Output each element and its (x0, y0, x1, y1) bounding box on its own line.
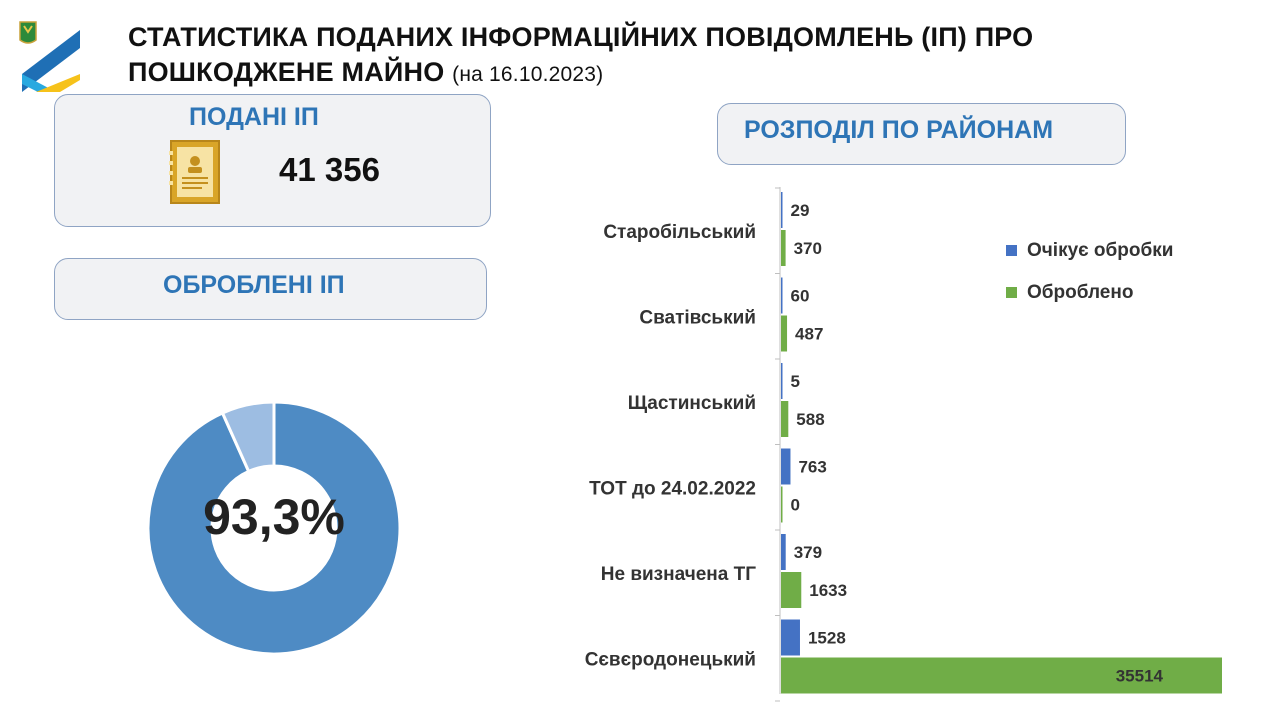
processed-panel: ОБРОБЛЕНІ ІП (54, 258, 487, 320)
title-line-1: СТАТИСТИКА ПОДАНИХ ІНФОРМАЦІЙНИХ ПОВІДОМ… (128, 22, 1034, 52)
title-line-2: ПОШКОДЖЕНЕ МАЙНО (на 16.10.2023) (128, 55, 1128, 92)
districts-panel: РОЗПОДІЛ ПО РАЙОНАМ (717, 103, 1126, 165)
processed-donut-chart (146, 400, 402, 656)
legend-swatch-pending (1006, 245, 1017, 256)
legend-label-pending: Очікує обробки (1027, 239, 1174, 261)
bar-value-label: 370 (794, 239, 822, 258)
category-label: Сватівський (639, 308, 756, 329)
document-icon (169, 139, 221, 205)
bar-value-label: 1633 (809, 581, 847, 600)
bar-pending (781, 534, 786, 570)
title-line-2-text: ПОШКОДЖЕНЕ МАЙНО (128, 57, 445, 87)
category-label: Старобільський (603, 222, 756, 243)
submitted-heading: ПОДАНІ ІП (189, 103, 319, 131)
bar-value-label: 60 (791, 287, 810, 306)
chart-legend: Очікує обробки Оброблено (1006, 240, 1173, 324)
bar-pending (781, 448, 791, 485)
category-label: Щастинський (628, 393, 756, 414)
bar-processed (781, 486, 783, 523)
bar-value-label: 379 (794, 543, 822, 562)
bar-pending (781, 192, 783, 228)
bar-value-label: 588 (796, 410, 824, 429)
submitted-total: 41 356 (279, 151, 380, 188)
bar-value-label: 487 (795, 325, 823, 344)
page-title: СТАТИСТИКА ПОДАНИХ ІНФОРМАЦІЙНИХ ПОВІДОМ… (128, 20, 1128, 92)
bar-processed (781, 315, 788, 352)
bar-value-label: 1528 (808, 629, 846, 648)
bar-pending (781, 277, 783, 314)
districts-bar-chart: Старобільський 29 370 Сватівський 60 487 Щасти… (585, 187, 1222, 702)
bar-processed (781, 230, 786, 266)
legend-swatch-processed (1006, 287, 1017, 298)
report-date: (на 16.10.2023) (452, 63, 604, 86)
donut-slice-0 (146, 400, 402, 656)
districts-heading: РОЗПОДІЛ ПО РАЙОНАМ (744, 116, 1054, 144)
bar-value-label: 29 (791, 201, 810, 220)
processed-heading: ОБРОБЛЕНІ ІП (163, 271, 345, 299)
category-label: Сєвєродонецький (585, 650, 756, 671)
bar-pending (781, 363, 783, 399)
category-label: Не визначена ТГ (601, 564, 756, 585)
bar-value-label: 763 (798, 458, 826, 477)
bar-value-label: 0 (791, 496, 800, 515)
bar-processed (781, 572, 802, 608)
legend-item-processed: Оброблено (1006, 282, 1173, 303)
bar-processed (781, 401, 789, 437)
category-label: ТОТ до 24.02.2022 (589, 479, 756, 500)
submitted-panel: ПОДАНІ ІП 41 356 (54, 94, 491, 227)
donut-slice-1 (220, 400, 276, 474)
donut-percent-label: 93,3% (203, 489, 345, 545)
bar-value-label: 35514 (1116, 667, 1164, 686)
bar-pending (781, 619, 800, 656)
legend-label-processed: Оброблено (1027, 281, 1134, 303)
bar-value-label: 5 (791, 372, 800, 391)
logo (16, 20, 86, 95)
legend-item-pending: Очікує обробки (1006, 240, 1173, 261)
bar-processed (781, 657, 1222, 694)
